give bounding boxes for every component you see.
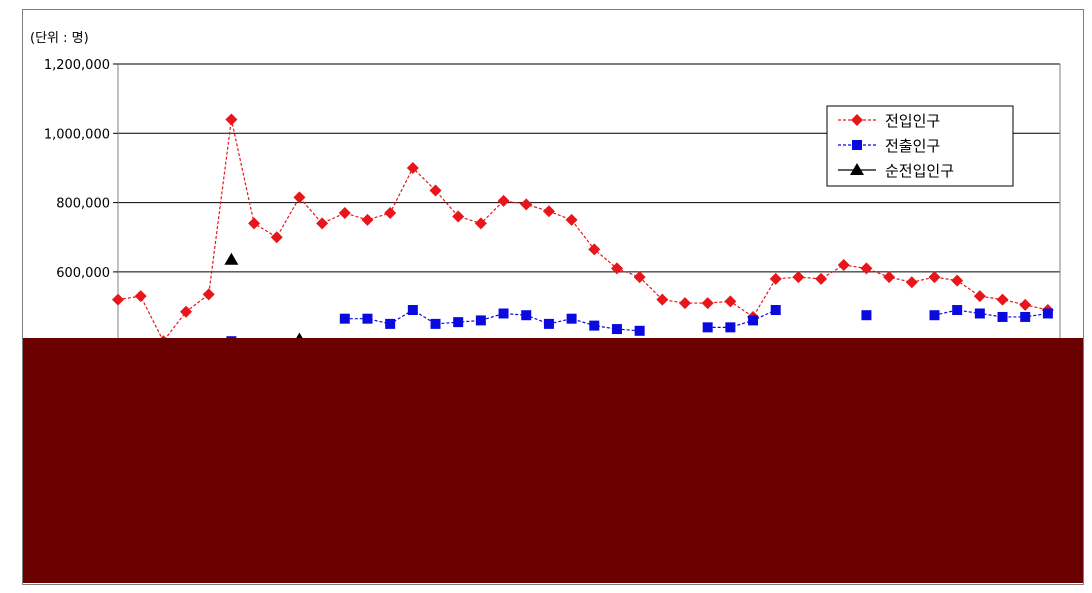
data-point [293, 191, 306, 204]
data-point [588, 243, 601, 256]
data-point [270, 231, 283, 244]
legend-label: 순전입인구 [885, 162, 954, 180]
data-point [725, 322, 736, 333]
data-point [430, 318, 441, 329]
data-point [610, 262, 623, 275]
y-tick-label: 600,000 [56, 266, 110, 281]
data-point [851, 114, 863, 126]
data-point [1042, 308, 1053, 319]
legend-label: 전출인구 [885, 137, 940, 155]
data-point [883, 271, 896, 284]
legend-item-1: 전입인구 [838, 112, 940, 130]
data-point [702, 322, 713, 333]
data-point [770, 305, 781, 316]
data-point [565, 213, 578, 226]
data-point [362, 313, 373, 324]
data-point [406, 161, 419, 174]
data-point [634, 325, 645, 336]
series-2 [226, 305, 1053, 347]
data-point [497, 194, 510, 207]
data-point [792, 271, 805, 284]
data-point [815, 272, 828, 285]
data-point [852, 140, 862, 150]
data-point [475, 315, 486, 326]
y-tick-label: 1,200,000 [44, 58, 110, 73]
axis-layer: 1,200,000 1,000,000 800,000 600,000 [44, 58, 1061, 345]
data-point [589, 320, 600, 331]
data-point [1020, 311, 1031, 322]
data-point [134, 290, 147, 303]
data-point [180, 305, 193, 318]
data-point [112, 293, 124, 306]
data-point [905, 276, 918, 289]
data-point [611, 324, 622, 335]
y-tick-label: 1,000,000 [44, 127, 110, 142]
data-point [543, 318, 554, 329]
data-point [429, 184, 442, 197]
legend-label: 전입인구 [885, 112, 940, 130]
data-point [679, 297, 691, 310]
data-point [973, 290, 986, 303]
corrupted-region [23, 338, 1083, 583]
data-point [498, 308, 509, 319]
legend-item-3: 순전입인구 [838, 162, 954, 180]
data-point [861, 310, 872, 321]
series-1 [112, 113, 1054, 348]
data-point [996, 293, 1009, 306]
data-point [384, 206, 397, 219]
data-point [860, 262, 873, 275]
data-point [724, 295, 737, 308]
data-point [701, 297, 714, 310]
data-point [407, 305, 418, 316]
series-3 [224, 252, 307, 345]
data-point [566, 313, 577, 324]
series-line [934, 309, 1048, 318]
data-point [769, 272, 782, 285]
data-point [850, 163, 864, 175]
data-point [316, 217, 329, 230]
data-point [338, 206, 351, 219]
data-point [202, 288, 215, 301]
data-point [837, 258, 850, 271]
data-point [633, 271, 646, 284]
data-point [452, 210, 465, 223]
data-point [521, 310, 532, 321]
data-point [951, 274, 964, 287]
data-point [974, 308, 985, 319]
data-point [224, 252, 239, 265]
data-point [542, 205, 555, 218]
data-point [225, 113, 238, 126]
data-point [339, 313, 350, 324]
legend-item-2: 전출인구 [838, 137, 940, 155]
data-point [928, 271, 941, 284]
unit-label: (단위 : 명) [30, 31, 89, 46]
data-point [1019, 298, 1032, 311]
data-point [385, 318, 396, 329]
data-point [952, 305, 963, 316]
data-point [520, 198, 533, 211]
data-point [453, 317, 464, 328]
data-point [656, 293, 669, 306]
y-tick-label: 800,000 [56, 197, 110, 212]
data-point [997, 311, 1008, 322]
data-point [474, 217, 487, 230]
data-point [361, 213, 374, 226]
data-point [929, 310, 940, 321]
data-point [248, 217, 261, 230]
data-point [748, 315, 759, 326]
series-line [707, 309, 776, 328]
